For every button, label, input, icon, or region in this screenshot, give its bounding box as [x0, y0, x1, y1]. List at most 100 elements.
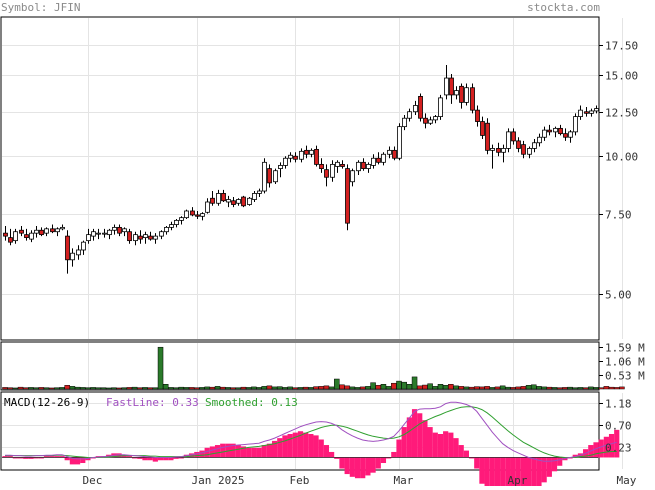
candle-body	[34, 229, 39, 234]
candle-body	[112, 226, 117, 231]
candle-body	[148, 235, 153, 240]
candle-body	[568, 131, 573, 138]
volume-bar	[173, 387, 179, 390]
candle-body	[205, 201, 210, 213]
price-panel-frame	[0, 16, 600, 341]
candle-body	[335, 161, 340, 167]
volume-bar	[411, 376, 418, 390]
volume-bar	[194, 387, 200, 390]
volume-bar	[370, 382, 376, 390]
volume-bar	[230, 387, 236, 390]
macd-histogram-bar	[551, 457, 558, 472]
volume-bar	[479, 386, 485, 390]
macd-histogram-bar	[173, 457, 179, 459]
macd-tick-label: 0.23	[605, 442, 632, 455]
volume-bar	[105, 387, 112, 390]
candle-body	[345, 168, 350, 224]
macd-fast-legend: FastLine: 0.33	[106, 396, 199, 409]
candle-body	[537, 136, 542, 144]
x-tick-label: Jan 2025	[192, 474, 245, 486]
macd-histogram-bar	[199, 450, 205, 458]
candle-body	[304, 149, 309, 155]
candle-body	[117, 226, 122, 234]
candle-body	[174, 219, 179, 225]
volume-bar	[536, 386, 542, 390]
candle-body	[278, 165, 283, 169]
volume-bar	[375, 385, 382, 390]
macd-histogram-bar	[23, 457, 29, 459]
volume-bar	[7, 387, 13, 390]
volume-bar	[401, 381, 407, 390]
macd-histogram-bar	[292, 432, 298, 458]
x-tick-label: Feb	[290, 474, 310, 486]
volume-bar	[525, 385, 532, 390]
macd-histogram-bar	[557, 457, 563, 466]
candle-body	[350, 170, 355, 183]
price-tick-label: 15.00	[605, 70, 638, 83]
macd-panel-frame	[0, 391, 600, 471]
macd-histogram-bar	[380, 457, 387, 464]
macd-tick-label: 1.18	[605, 398, 632, 411]
volume-bar	[2, 387, 8, 390]
candle-body	[330, 163, 335, 178]
candle-body	[257, 190, 262, 194]
volume-bar	[505, 386, 511, 390]
macd-histogram-bar	[271, 440, 278, 458]
price-tick-label: 10.00	[605, 151, 638, 164]
volume-bar	[359, 386, 366, 390]
candle-body	[299, 150, 304, 160]
volume-bar	[608, 386, 615, 390]
candle-body	[578, 109, 583, 117]
candle-body	[563, 133, 568, 138]
macd-histogram-bar	[593, 442, 599, 458]
volume-bar	[64, 385, 70, 390]
volume-bar	[38, 387, 45, 390]
candle-body	[216, 193, 221, 204]
candle-body	[464, 87, 469, 103]
volume-bar	[80, 387, 86, 390]
volume-bar	[308, 387, 314, 390]
candle-body	[81, 241, 86, 251]
price-tick-label: 17.50	[605, 40, 638, 53]
volume-bar	[318, 386, 324, 390]
candle-body	[407, 111, 412, 119]
candle-body	[91, 231, 96, 237]
macd-histogram-bar	[417, 413, 423, 458]
macd-histogram-bar	[240, 446, 247, 458]
volume-bar	[474, 386, 480, 390]
candle-body	[470, 87, 475, 111]
macd-histogram-bar	[468, 457, 475, 459]
macd-histogram-bar	[157, 457, 164, 461]
candle-body	[496, 148, 501, 153]
volume-bar	[323, 385, 330, 390]
volume-bar	[582, 387, 589, 390]
volume-panel-frame	[0, 341, 600, 391]
candle-body	[252, 193, 257, 200]
candle-body	[8, 237, 13, 243]
candle-body	[236, 199, 241, 204]
volume-bar	[240, 386, 247, 390]
macd-histogram-bar	[323, 445, 330, 458]
macd-histogram-bar	[17, 457, 24, 459]
candle-body	[381, 153, 386, 163]
candle-body	[241, 196, 246, 207]
candle-body	[96, 232, 101, 235]
volume-bar	[287, 386, 293, 390]
volume-bar	[484, 386, 490, 390]
macd-histogram-bar	[209, 446, 215, 458]
candle-body	[319, 163, 324, 169]
macd-histogram-bar	[598, 439, 604, 458]
candle-body	[475, 109, 480, 122]
volume-bar	[598, 387, 604, 390]
volume-bar	[54, 387, 60, 390]
candle-body	[324, 169, 329, 178]
volume-bar	[131, 386, 138, 390]
volume-bar	[437, 384, 444, 390]
volume-bar	[74, 386, 81, 390]
macd-histogram-bar	[479, 457, 485, 484]
candle-body	[164, 226, 169, 233]
macd-histogram-bar	[349, 457, 355, 477]
volume-bars	[2, 346, 625, 390]
grid-lines	[2, 18, 623, 469]
